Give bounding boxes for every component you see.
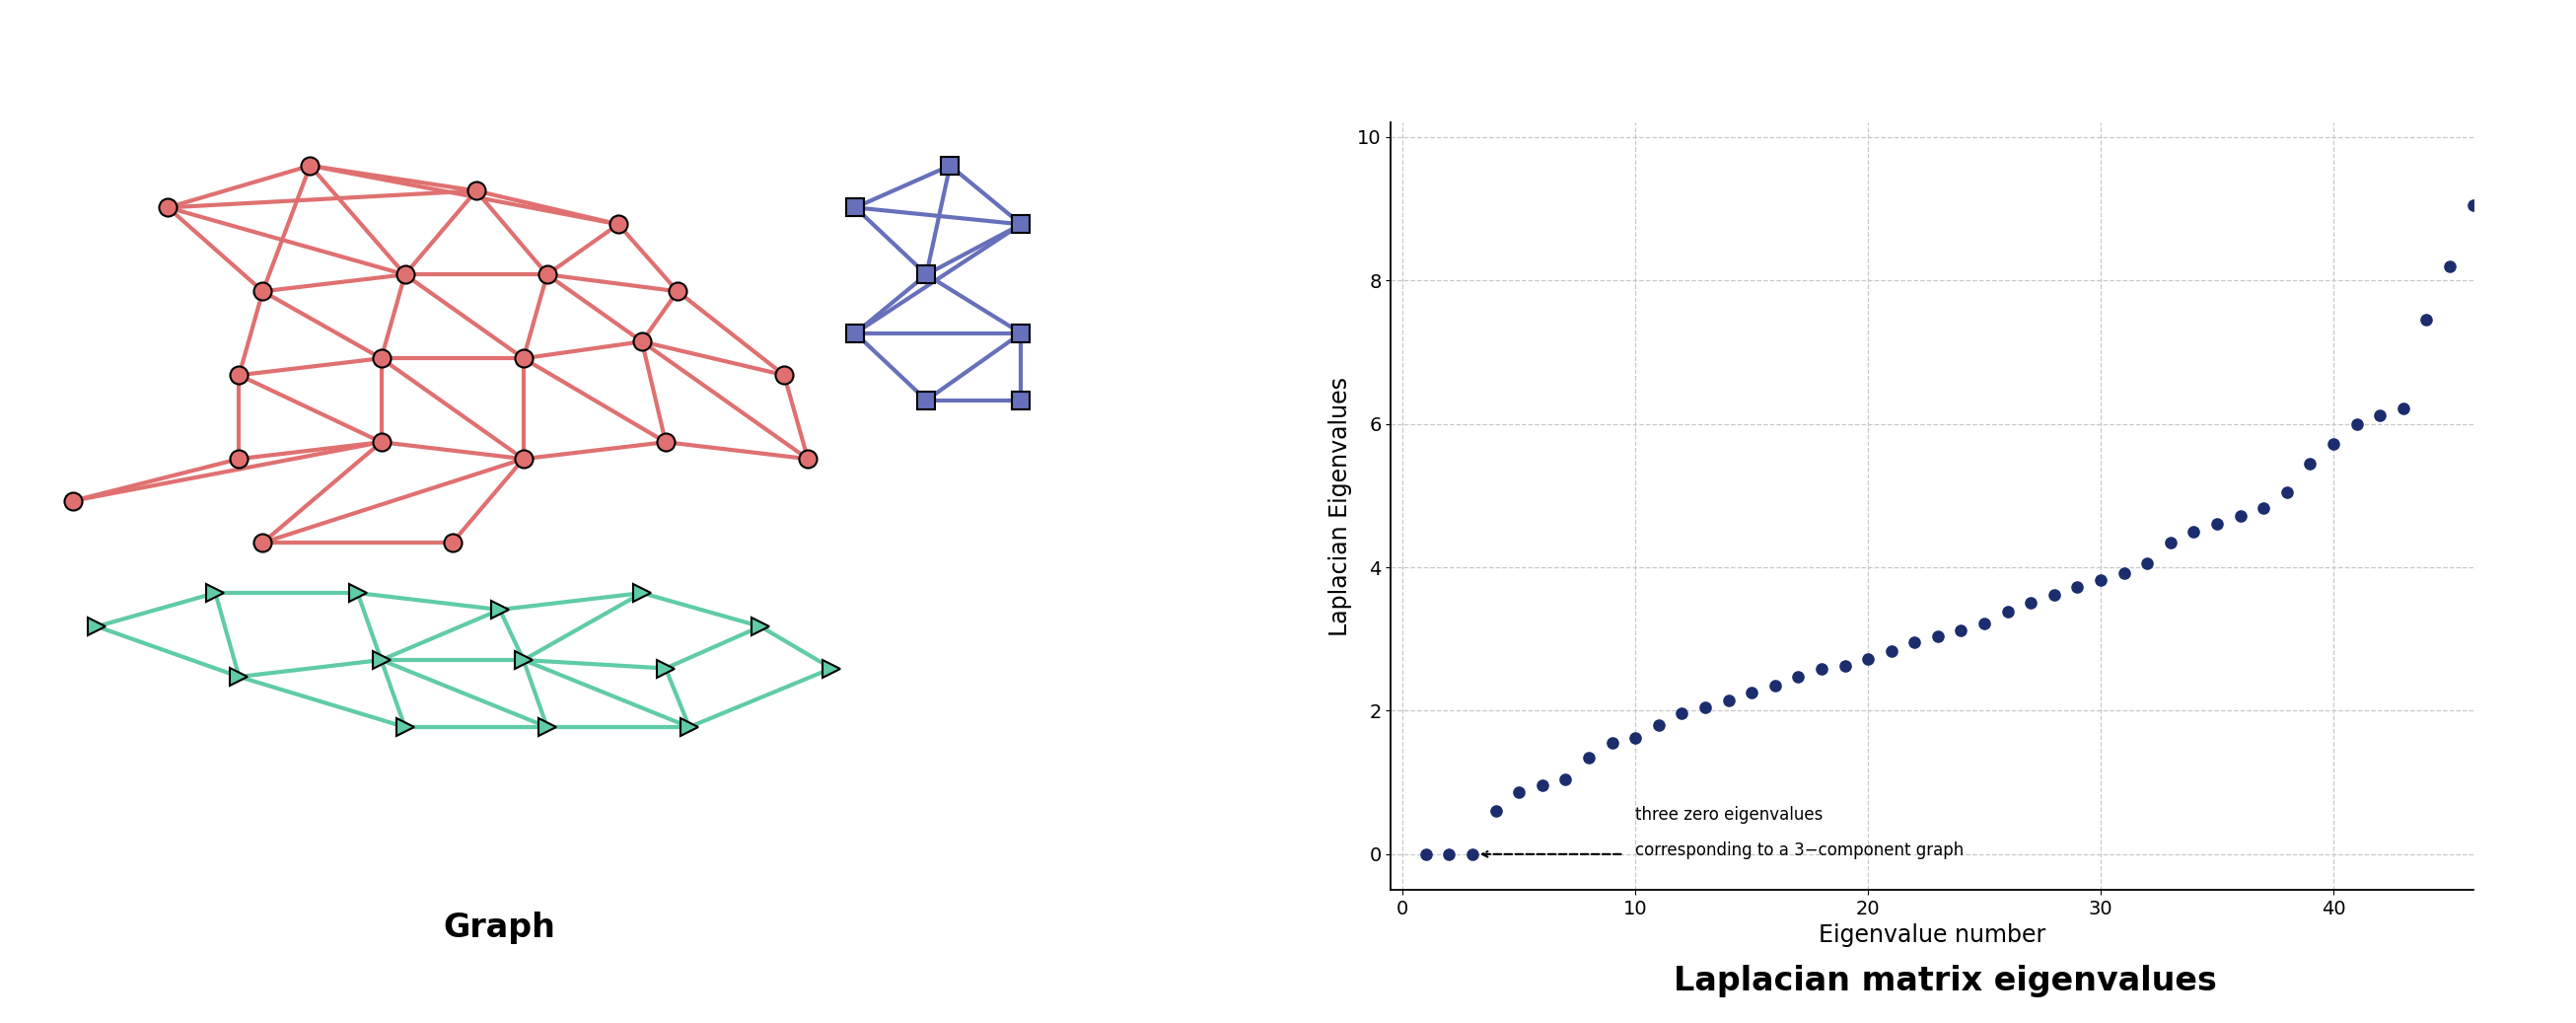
- Point: [2128, 555, 2169, 572]
- Point: [1917, 628, 1958, 644]
- Point: [2429, 258, 2470, 274]
- Point: [2197, 517, 2239, 533]
- Point: [1615, 729, 1656, 746]
- Point: [2151, 534, 2192, 550]
- X-axis label: Eigenvalue number: Eigenvalue number: [1819, 924, 2045, 947]
- Point: [1499, 784, 1540, 800]
- Point: [1824, 658, 1865, 674]
- Point: [1406, 846, 1448, 862]
- Point: [1453, 846, 1494, 862]
- Text: Laplacian matrix eigenvalues: Laplacian matrix eigenvalues: [1674, 965, 2215, 997]
- Point: [1569, 749, 1610, 765]
- Point: [1777, 668, 1819, 684]
- Point: [2267, 484, 2308, 500]
- Point: [2452, 197, 2494, 214]
- Point: [1522, 777, 1564, 794]
- Point: [2406, 312, 2447, 328]
- Point: [1546, 770, 1587, 787]
- Point: [2336, 415, 2378, 432]
- Point: [1685, 699, 1726, 715]
- Point: [2290, 455, 2331, 472]
- Y-axis label: Laplacian Eigenvalues: Laplacian Eigenvalues: [1329, 376, 1352, 636]
- Text: Graph: Graph: [443, 911, 556, 944]
- Point: [2032, 586, 2074, 603]
- Point: [2009, 595, 2050, 612]
- Point: [1430, 846, 1471, 862]
- Text: corresponding to a 3−component graph: corresponding to a 3−component graph: [1636, 842, 1963, 859]
- Point: [1754, 677, 1795, 694]
- Point: [1893, 633, 1935, 650]
- Point: [1847, 651, 1888, 667]
- Point: [2244, 500, 2285, 517]
- Point: [1940, 622, 1981, 638]
- Point: [2476, 129, 2517, 145]
- Point: [1708, 692, 1749, 708]
- Point: [2221, 507, 2262, 524]
- Point: [2105, 565, 2146, 581]
- Point: [1963, 615, 2004, 631]
- Point: [2313, 436, 2354, 452]
- Point: [2360, 407, 2401, 424]
- Point: [1662, 705, 1703, 721]
- Point: [1986, 604, 2027, 620]
- Point: [2383, 400, 2424, 416]
- Point: [1731, 684, 1772, 701]
- Point: [1870, 643, 1911, 660]
- Point: [2079, 572, 2120, 588]
- Point: [1638, 717, 1680, 733]
- Point: [2174, 524, 2215, 540]
- Point: [1801, 661, 1842, 677]
- Point: [2056, 579, 2097, 595]
- Point: [1476, 803, 1517, 819]
- Text: three zero eigenvalues: three zero eigenvalues: [1636, 806, 1824, 824]
- Point: [1592, 735, 1633, 751]
